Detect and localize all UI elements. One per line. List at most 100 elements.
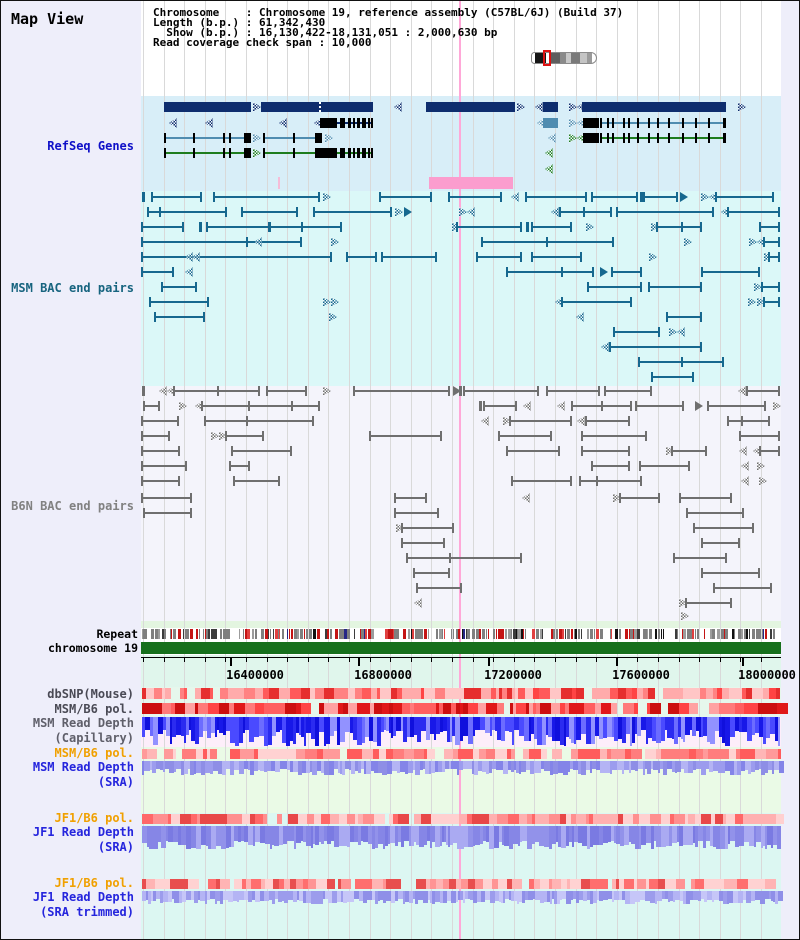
b6n-bac-pair-end[interactable] [452,523,454,533]
msm-bac-pair-end[interactable] [763,237,765,247]
b6n-bac-pair-end[interactable] [658,493,660,503]
b6n-bac-pair-line[interactable] [746,390,779,392]
b6n-bac-pair-end[interactable] [141,493,143,503]
b6n-bac-pair-end[interactable] [143,401,145,411]
refseq-gene-gene-line[interactable] [600,137,726,139]
msm-bac-pair-line[interactable] [611,271,641,273]
b6n-bac-pair-line[interactable] [679,497,731,499]
b6n-bac-pair-line[interactable] [671,450,706,452]
msm-bac-pair-end[interactable] [643,192,645,202]
refseq-gene-gene-exon-tick[interactable] [628,133,630,143]
b6n-bac-pair-line[interactable] [546,390,599,392]
msm-bac-pair-line[interactable] [241,211,297,213]
refseq-gene-gene-exon-tick[interactable] [223,133,225,143]
msm-bac-pair-line[interactable] [141,271,173,273]
b6n-bac-pair-end[interactable] [141,461,143,471]
chromosome-19-bar[interactable] [141,642,781,654]
refseq-gene-gene-end[interactable] [724,118,726,128]
b6n-bac-pair-tick[interactable] [479,401,482,411]
refseq-gene-exon[interactable] [583,118,599,128]
refseq-gene-gene-end[interactable] [263,148,265,158]
msm-bac-pair-line[interactable] [715,196,773,198]
b6n-bac-pair-end[interactable] [628,416,630,426]
msm-bac-pair-end[interactable] [213,192,215,202]
b6n-bac-pair-arrow-left[interactable] [522,493,530,503]
msm-bac-pair-line[interactable] [381,256,436,258]
b6n-bac-pair-end[interactable] [707,401,709,411]
msm-bac-pair-end[interactable] [559,207,561,217]
refseq-gene-gene-exon-tick[interactable] [628,118,630,128]
b6n-bac-pair-line[interactable] [759,450,779,452]
msm-bac-pair-end[interactable] [768,252,770,262]
refseq-gene-gene-exon-tick[interactable] [293,133,295,143]
msm-bac-pair-arrow-left[interactable] [185,267,193,277]
b6n-bac-pair-tick[interactable] [291,401,293,411]
msm-bac-pair-end[interactable] [141,237,143,247]
msm-bac-pair-arrow-right[interactable] [680,192,688,202]
refseq-gene-arrow-left[interactable] [279,118,287,128]
msm-bac-pair-end[interactable] [296,207,298,217]
refseq-gene-gene-end[interactable] [600,118,602,128]
msm-bac-pair-end[interactable] [149,297,151,307]
refseq-gene-gene-exon-tick[interactable] [708,133,710,143]
b6n-bac-pair-end[interactable] [591,461,593,471]
b6n-bac-pair-end[interactable] [598,386,600,396]
msm-bac-pair-line[interactable] [727,211,779,213]
b6n-bac-pair-tick[interactable] [601,401,603,411]
b6n-bac-pair-end[interactable] [571,401,573,411]
b6n-bac-pair-line[interactable] [685,602,731,604]
msm-bac-pair-end[interactable] [330,252,332,262]
b6n-bac-pair-line[interactable] [173,390,259,392]
b6n-bac-pair-line[interactable] [707,405,765,407]
b6n-bac-pair-end[interactable] [305,386,307,396]
b6n-bac-pair-end[interactable] [673,553,675,563]
refseq-gene-gene-exon[interactable] [371,148,373,158]
b6n-bac-pair-arrow-right[interactable] [503,416,511,426]
msm-bac-pair-end[interactable] [340,222,342,232]
b6n-bac-pair-end[interactable] [770,583,772,593]
refseq-gene-gene-exon[interactable] [340,148,345,158]
msm-bac-pair-end[interactable] [700,342,702,352]
msm-bac-pair-line[interactable] [269,226,341,228]
msm-bac-pair-end[interactable] [531,222,533,232]
b6n-bac-pair-tick[interactable] [246,416,248,426]
msm-bac-pair-end[interactable] [778,207,780,217]
refseq-gene-gene-exon-tick[interactable] [193,148,195,158]
refseq-gene-gene-line[interactable] [600,122,726,124]
b6n-bac-pair-arrow-right[interactable] [773,401,781,411]
msm-bac-pair-arrow-left[interactable] [709,192,717,202]
msm-bac-pair-line[interactable] [151,196,201,198]
b6n-bac-pair-end[interactable] [204,416,206,426]
b6n-bac-pair-end[interactable] [158,401,160,411]
b6n-bac-pair-arrow-left[interactable] [753,446,761,456]
msm-bac-pair-arrow-left[interactable] [254,237,262,247]
refseq-gene-gene-exon-tick[interactable] [668,118,670,128]
b6n-bac-pair-end[interactable] [394,508,396,518]
b6n-bac-pair-arrow-right[interactable] [681,611,689,621]
msm-bac-pair-arrow-right[interactable] [749,237,757,247]
msm-bac-pair-end[interactable] [676,192,678,202]
b6n-bac-pair-arrow-left[interactable] [195,401,203,411]
refseq-gene-gene-exon-tick[interactable] [229,133,231,143]
b6n-bac-pair-end[interactable] [520,553,522,563]
msm-bac-pair-arrow-right[interactable] [754,282,762,292]
refseq-gene-bar[interactable] [426,102,515,112]
refseq-gene-gene-exon-tick[interactable] [637,118,639,128]
msm-bac-pair-line[interactable] [759,226,779,228]
msm-bac-pair-line[interactable] [141,226,183,228]
b6n-bac-pair-line[interactable] [201,405,319,407]
msm-bac-pair-line[interactable] [561,301,631,303]
msm-bac-pair-end[interactable] [616,207,618,217]
b6n-bac-pair-line[interactable] [739,435,779,437]
msm-bac-pair-arrow-right[interactable] [331,237,339,247]
msm-bac-pair-line[interactable] [346,256,376,258]
b6n-bac-pair-end[interactable] [579,476,581,486]
msm-bac-pair-end[interactable] [154,312,156,322]
b6n-bac-pair-end[interactable] [645,431,647,441]
msm-bac-pair-end[interactable] [520,222,522,232]
msm-bac-pair-tick[interactable] [681,222,683,232]
b6n-bac-pair-arrow-right[interactable] [396,523,404,533]
msm-bac-pair-tick[interactable] [640,192,643,202]
msm-bac-pair-end[interactable] [500,192,502,202]
refseq-gene-arrow-left[interactable] [577,102,585,112]
